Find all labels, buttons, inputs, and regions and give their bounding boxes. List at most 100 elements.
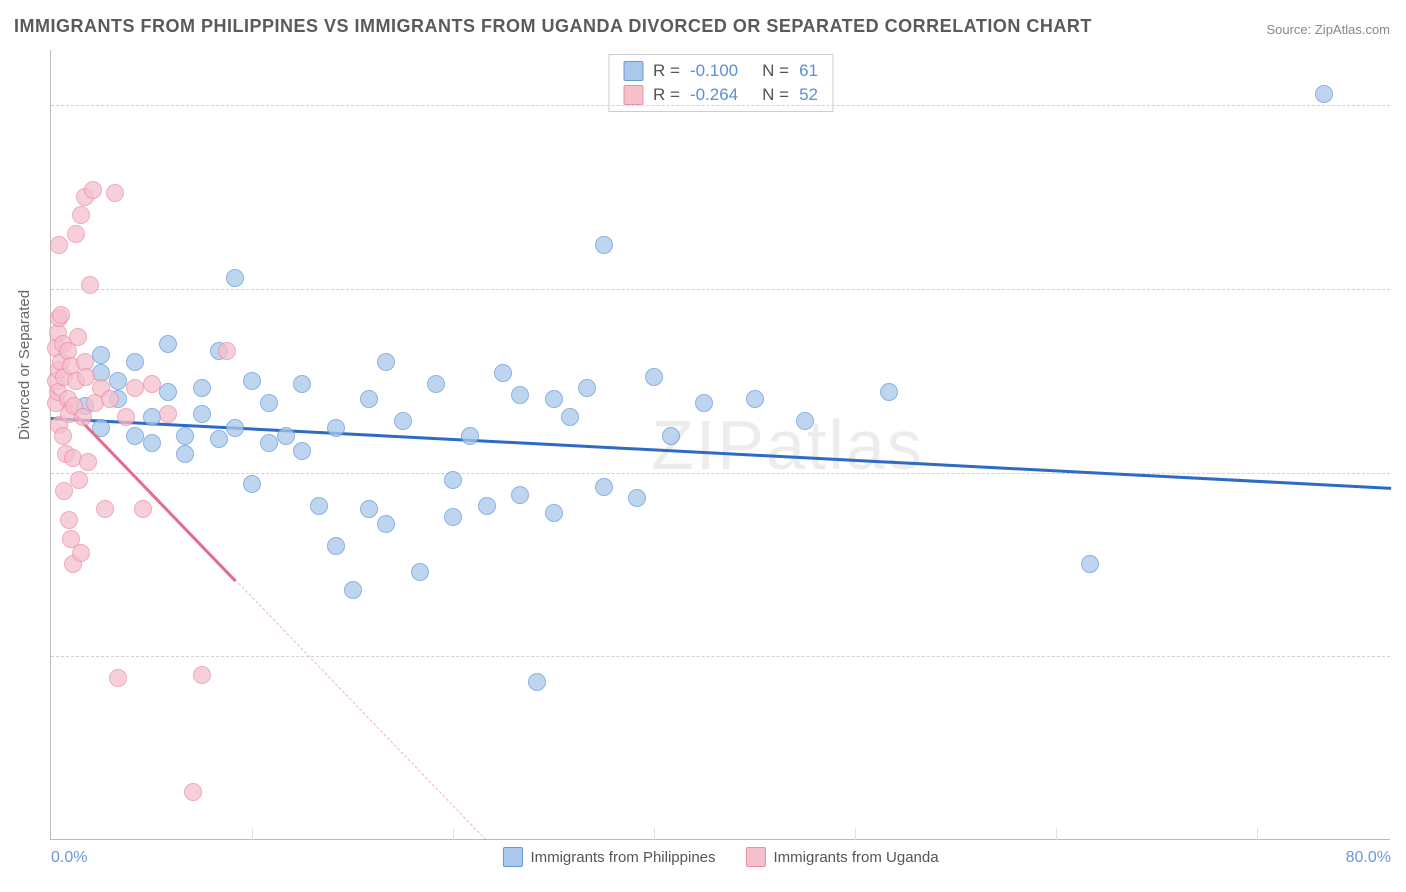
data-point [377,515,395,533]
legend-label: Immigrants from Uganda [774,849,939,866]
data-point [184,783,202,801]
gridline-horizontal [51,473,1390,474]
x-tick-mark [453,828,454,840]
stat-label: R = [653,85,680,105]
data-point [176,445,194,463]
data-point [84,181,102,199]
data-point [377,353,395,371]
data-point [277,427,295,445]
source-label: Source: ZipAtlas.com [1266,22,1390,37]
r-value: -0.264 [690,85,738,105]
data-point [79,453,97,471]
data-point [126,353,144,371]
data-point [545,504,563,522]
data-point [218,342,236,360]
data-point [50,236,68,254]
data-point [159,405,177,423]
data-point [327,537,345,555]
data-point [67,225,85,243]
legend-label: Immigrants from Philippines [530,849,715,866]
x-tick-label: 80.0% [1346,849,1391,867]
y-tick-label: 15.0% [1400,280,1406,298]
data-point [578,379,596,397]
y-tick-label: 5.0% [1400,647,1406,665]
data-point [74,408,92,426]
data-point [494,364,512,382]
data-point [360,390,378,408]
data-point [561,408,579,426]
chart-title: IMMIGRANTS FROM PHILIPPINES VS IMMIGRANT… [14,16,1092,37]
data-point [159,335,177,353]
data-point [54,427,72,445]
data-point [260,434,278,452]
data-point [746,390,764,408]
data-point [444,471,462,489]
data-point [109,372,127,390]
data-point [293,375,311,393]
x-tick-mark [1257,828,1258,840]
data-point [695,394,713,412]
x-tick-mark [855,828,856,840]
data-point [796,412,814,430]
data-point [645,368,663,386]
data-point [126,379,144,397]
n-value: 61 [799,61,818,81]
stat-label: R = [653,61,680,81]
data-point [528,673,546,691]
data-point [226,269,244,287]
bottom-legend: Immigrants from Philippines Immigrants fr… [502,847,938,867]
data-point [444,508,462,526]
data-point [117,408,135,426]
y-axis-label: Divorced or Separated [16,290,33,440]
y-tick-label: 20.0% [1400,96,1406,114]
n-value: 52 [799,85,818,105]
x-tick-mark [654,828,655,840]
data-point [310,497,328,515]
data-point [545,390,563,408]
stats-row: R =-0.264N =52 [623,83,818,107]
data-point [880,383,898,401]
stats-row: R =-0.100N =61 [623,59,818,83]
stat-label: N = [762,61,789,81]
data-point [360,500,378,518]
data-point [126,427,144,445]
data-point [143,408,161,426]
data-point [109,669,127,687]
data-point [193,666,211,684]
correlation-stats-box: R =-0.100N =61R =-0.264N =52 [608,54,833,112]
data-point [411,563,429,581]
gridline-horizontal [51,656,1390,657]
data-point [92,346,110,364]
trend-line [235,579,487,840]
data-point [55,482,73,500]
data-point [143,434,161,452]
x-tick-mark [1056,828,1057,840]
data-point [193,379,211,397]
chart-plot-area: ZIPatlas R =-0.100N =61R =-0.264N =52 Im… [50,50,1390,840]
data-point [193,405,211,423]
legend-swatch [623,61,643,81]
data-point [293,442,311,460]
data-point [72,544,90,562]
data-point [176,427,194,445]
legend-item: Immigrants from Philippines [502,847,715,867]
data-point [1081,555,1099,573]
x-tick-mark [252,828,253,840]
data-point [60,511,78,529]
data-point [478,497,496,515]
data-point [511,486,529,504]
data-point [243,372,261,390]
data-point [72,206,90,224]
data-point [96,500,114,518]
data-point [461,427,479,445]
data-point [595,478,613,496]
data-point [210,430,228,448]
data-point [159,383,177,401]
y-tick-label: 10.0% [1400,464,1406,482]
legend-item: Immigrants from Uganda [746,847,939,867]
data-point [226,419,244,437]
data-point [70,471,88,489]
data-point [427,375,445,393]
data-point [511,386,529,404]
data-point [52,306,70,324]
